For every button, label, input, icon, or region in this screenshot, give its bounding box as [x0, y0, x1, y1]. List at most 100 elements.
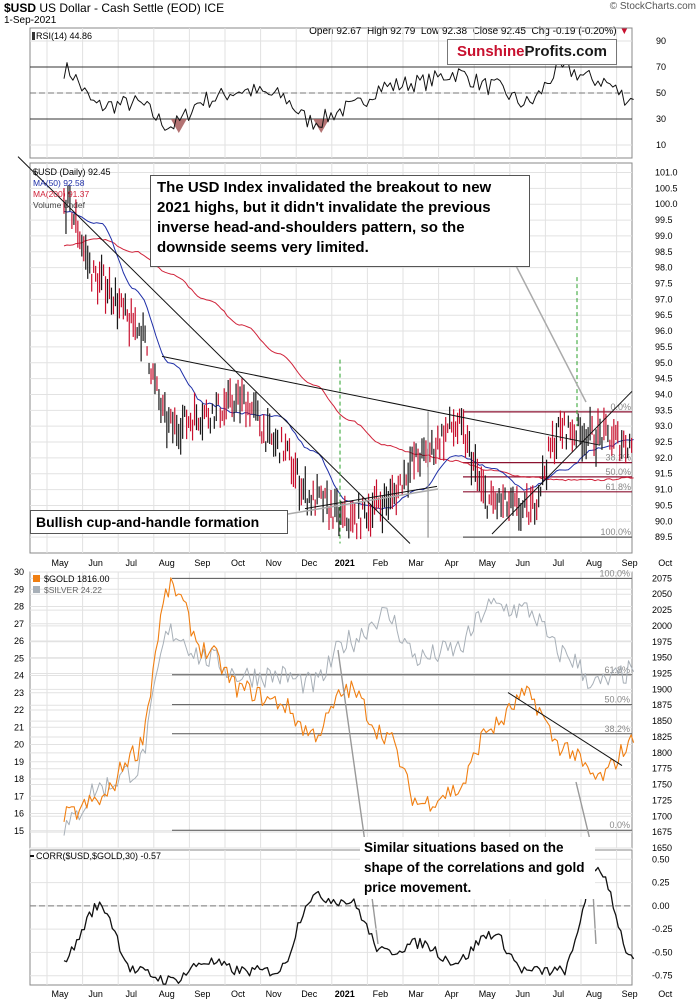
usd-month-label: May — [51, 558, 69, 568]
usd-axis-tick: 92.0 — [655, 453, 673, 463]
usd-axis-tick: 98.0 — [655, 263, 673, 273]
cup-annotation-pointer — [275, 488, 439, 517]
symbol: $USD — [4, 1, 37, 15]
watermark: © StockCharts.com — [609, 1, 696, 12]
brand-logo: SunshineProfits.com — [447, 39, 617, 65]
usd-annotation: The USD Index invalidated the breakout t… — [150, 175, 530, 267]
rsi-axis-tick: 10 — [656, 140, 666, 150]
gold-line — [63, 577, 635, 822]
silver-legend: $SILVER 24.22 — [44, 585, 102, 595]
usd-axis-tick: 89.5 — [655, 532, 673, 542]
corr-title: CORR($USD,$GOLD,30) -0.57 — [36, 851, 161, 861]
gold-axis-tick: 1875 — [652, 700, 672, 710]
silver-legend-swatch — [33, 586, 40, 593]
corr-month-label: Jun — [516, 989, 531, 999]
corr-axis-tick: 0.50 — [652, 854, 670, 864]
usd-axis-tick: 96.5 — [655, 310, 673, 320]
silver-axis-tick: 21 — [14, 722, 24, 732]
gold-axis-tick: 1900 — [652, 684, 672, 694]
silver-axis-tick: 19 — [14, 757, 24, 767]
usd-month-label: Sep — [194, 558, 210, 568]
usd-axis-tick: 90.5 — [655, 500, 673, 510]
gold-axis-tick: 1775 — [652, 764, 672, 774]
usd-trendline-long — [17, 156, 411, 544]
usd-title: $USD (Daily) 92.45 — [33, 167, 111, 177]
usd-axis-tick: 95.0 — [655, 358, 673, 368]
gold-fib-label: 0.0% — [609, 820, 630, 830]
corr-month-label: Jul — [125, 989, 137, 999]
usd-month-label: Oct — [231, 558, 246, 568]
usd-month-label: Nov — [266, 558, 283, 568]
silver-axis-tick: 30 — [14, 567, 24, 577]
usd-panel — [29, 162, 633, 554]
corr-axis-tick: -0.75 — [652, 971, 673, 981]
gold-fib-label: 38.2% — [604, 724, 630, 734]
silver-axis-tick: 17 — [14, 791, 24, 801]
corr-line — [63, 866, 635, 985]
usd-fib-label: 61.8% — [605, 482, 631, 492]
usd-axis-tick: 99.0 — [655, 231, 673, 241]
silver-axis-tick: 20 — [14, 740, 24, 750]
usd-axis-tick: 95.5 — [655, 342, 673, 352]
usd-month-label: Sep — [622, 558, 638, 568]
usd-axis-tick: 96.0 — [655, 326, 673, 336]
corr-month-label: Mar — [408, 989, 424, 999]
usd-annotation-pointer — [511, 257, 587, 403]
rsi-title: RSI(14) 44.86 — [36, 31, 92, 41]
corr-month-label: Oct — [658, 989, 673, 999]
brand-part1: Sunshine — [456, 43, 525, 60]
gold-axis-tick: 1650 — [652, 843, 672, 853]
corr-month-label: Aug — [586, 989, 602, 999]
gold-axis-tick: 1700 — [652, 811, 672, 821]
usd-axis-tick: 97.0 — [655, 294, 673, 304]
rsi-axis-tick: 70 — [656, 62, 666, 72]
usd-axis-tick: 94.5 — [655, 374, 673, 384]
silver-axis-tick: 29 — [14, 584, 24, 594]
gold-legend: $GOLD 1816.00 — [44, 574, 110, 584]
gold-axis-tick: 1750 — [652, 780, 672, 790]
corr-month-label: Nov — [266, 989, 283, 999]
silver-axis-tick: 28 — [14, 602, 24, 612]
chart-header-title: $USD US Dollar - Cash Settle (EOD) ICE — [4, 1, 224, 15]
usd-fib-label: 38.2% — [605, 453, 631, 463]
rsi-line — [63, 60, 634, 131]
silver-axis-tick: 25 — [14, 653, 24, 663]
usd-axis-tick: 93.0 — [655, 421, 673, 431]
silver-axis-tick: 18 — [14, 774, 24, 784]
usd-axis-tick: 100.0 — [655, 199, 678, 209]
corr-month-label: May — [51, 989, 69, 999]
rsi-axis-tick: 90 — [656, 36, 666, 46]
usd-axis-tick: 94.0 — [655, 389, 673, 399]
corr-month-label: Feb — [373, 989, 389, 999]
gold-axis-tick: 1825 — [652, 732, 672, 742]
corr-month-label: Aug — [159, 989, 175, 999]
usd-month-label: Apr — [445, 558, 459, 568]
usd-axis-tick: 91.5 — [655, 469, 673, 479]
usd-ma200-line — [63, 237, 634, 482]
usd-axis-tick: 98.5 — [655, 247, 673, 257]
gold-axis-tick: 2075 — [652, 573, 672, 583]
silver-axis-tick: 23 — [14, 688, 24, 698]
silver-axis-tick: 27 — [14, 619, 24, 629]
corr-axis-tick: 0.25 — [652, 878, 670, 888]
gold-axis-tick: 1800 — [652, 748, 672, 758]
usd-month-label: Aug — [586, 558, 602, 568]
usd-ma200-legend: MA(200) 91.37 — [33, 189, 89, 199]
gold-axis-tick: 1975 — [652, 637, 672, 647]
usd-uptrend-line — [491, 390, 633, 535]
usd-axis-tick: 97.5 — [655, 278, 673, 288]
usd-neckline — [161, 355, 601, 446]
usd-month-label: Oct — [658, 558, 673, 568]
corr-axis-tick: -0.25 — [652, 924, 673, 934]
silver-axis-tick: 26 — [14, 636, 24, 646]
silver-axis-tick: 16 — [14, 809, 24, 819]
gold-axis-tick: 2000 — [652, 621, 672, 631]
corr-month-label: Jun — [88, 989, 103, 999]
usd-month-label: May — [479, 558, 497, 568]
usd-month-label: Aug — [159, 558, 175, 568]
usd-fib-label: 100.0% — [600, 527, 631, 537]
gold-axis-tick: 2025 — [652, 605, 672, 615]
usd-fib-label: 50.0% — [605, 467, 631, 477]
